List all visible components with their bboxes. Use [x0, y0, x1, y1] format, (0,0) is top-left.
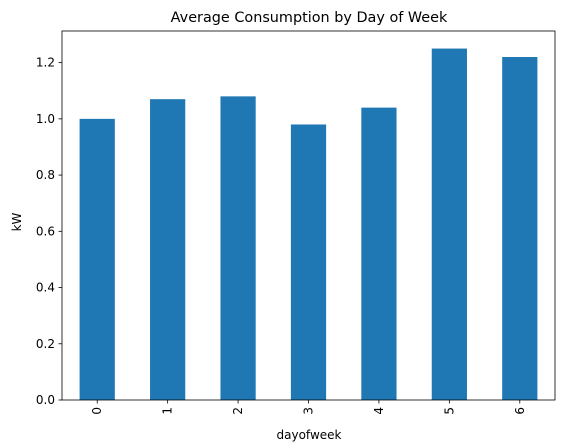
- bar-6: [502, 57, 538, 401]
- x-axis-label: dayofweek: [277, 428, 342, 442]
- bar-0: [79, 118, 115, 400]
- bars-layer: [79, 48, 538, 401]
- x-axis: 0 1 2 3 4 5 6: [90, 400, 527, 415]
- y-tick-label: 0.6: [36, 224, 55, 238]
- axes-frame: [61, 30, 556, 401]
- bar-4: [361, 107, 397, 401]
- x-tick-label: 5: [442, 407, 456, 415]
- bar-2: [220, 96, 256, 400]
- bar-3: [290, 124, 327, 400]
- y-tick-label: 1.0: [36, 112, 55, 126]
- y-tick-label: 0.8: [36, 168, 55, 182]
- y-axis: 0.0 0.2 0.4 0.6 0.8 1.0 1.2: [36, 56, 62, 407]
- x-tick-label: 4: [372, 407, 386, 415]
- x-tick-label: 1: [161, 407, 175, 415]
- y-tick-label: 1.2: [36, 56, 55, 70]
- x-tick-label: 0: [90, 407, 104, 415]
- y-tick-label: 0.0: [36, 393, 55, 407]
- y-tick-label: 0.2: [36, 337, 55, 351]
- plot-frame: [61, 30, 556, 401]
- bar-5: [431, 48, 467, 400]
- y-axis-label: kW: [10, 212, 24, 231]
- x-tick-label: 2: [231, 407, 245, 415]
- x-tick-label: 6: [513, 407, 527, 415]
- x-tick-label: 3: [302, 407, 316, 415]
- chart-title: Average Consumption by Day of Week: [171, 10, 448, 26]
- bar-1: [150, 99, 186, 401]
- y-tick-label: 0.4: [36, 281, 55, 295]
